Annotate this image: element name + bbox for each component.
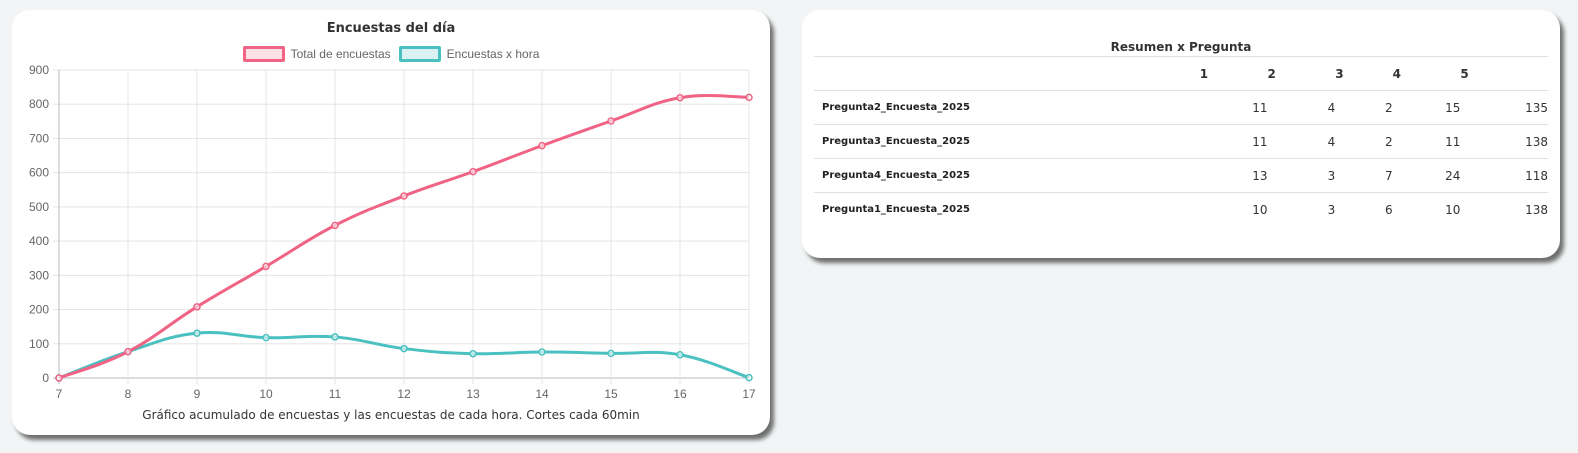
x-tick-label: 16 xyxy=(673,387,687,401)
x-tick-label: 10 xyxy=(259,387,273,401)
x-tick-label: 9 xyxy=(194,387,201,401)
y-tick-label: 0 xyxy=(42,371,49,385)
table-cell: 2 xyxy=(1335,124,1393,159)
data-point-hourly xyxy=(745,373,753,382)
data-point-hourly xyxy=(331,333,339,341)
header-cell: 1 xyxy=(1199,56,1268,91)
data-point-total xyxy=(193,303,201,311)
data-point-total xyxy=(124,347,132,356)
question-name: Pregunta1_Encuesta_2025 xyxy=(814,192,1200,226)
data-point-hourly xyxy=(607,349,615,358)
table-cell: 4 xyxy=(1267,124,1336,159)
data-point-total xyxy=(676,93,684,102)
question-name: Pregunta3_Encuesta_2025 xyxy=(814,124,1200,159)
data-point-hourly xyxy=(193,329,201,337)
data-point-hourly xyxy=(400,344,408,353)
data-point-total xyxy=(538,141,546,150)
summary-title: Resumen x Pregunta xyxy=(1110,40,1252,54)
table-cell: 138 xyxy=(1460,124,1548,159)
data-point-total xyxy=(262,262,270,271)
summary-card: Resumen x Pregunta 1 2 3 4 5 Pregunta2_E… xyxy=(802,10,1560,258)
y-tick-label: 100 xyxy=(29,337,49,351)
data-point-total xyxy=(745,93,753,102)
header-cell xyxy=(814,56,1200,91)
y-tick-label: 600 xyxy=(29,166,49,180)
x-tick-label: 13 xyxy=(466,387,480,401)
table-cell: 11 xyxy=(1199,90,1268,125)
table-cell: 118 xyxy=(1460,158,1548,193)
table-row: Pregunta2_Encuesta_2025 11 4 2 15 135 xyxy=(814,90,1548,125)
y-tick-label: 500 xyxy=(29,200,49,214)
question-name: Pregunta2_Encuesta_2025 xyxy=(814,90,1200,125)
summary-table: 1 2 3 4 5 Pregunta2_Encuesta_2025 11 4 2… xyxy=(814,56,1548,226)
table-cell: 2 xyxy=(1335,90,1393,125)
table-cell: 138 xyxy=(1460,192,1548,226)
y-tick-label: 900 xyxy=(29,63,49,77)
y-tick-label: 700 xyxy=(29,131,49,145)
table-cell: 135 xyxy=(1460,90,1548,125)
data-point-total xyxy=(55,374,63,382)
question-name: Pregunta4_Encuesta_2025 xyxy=(814,158,1200,193)
header-cell: 2 xyxy=(1267,56,1336,91)
data-point-hourly xyxy=(676,350,684,359)
line-chart: 0 100 200 300 400 500 600 700 800 900 7 8 9 10 11 12 13 1… xyxy=(29,63,756,401)
summary-header-row: 1 2 3 4 5 xyxy=(814,56,1548,91)
legend-item-hourly[interactable]: Encuestas x hora xyxy=(398,46,540,62)
table-cell: 11 xyxy=(1392,124,1461,159)
x-tick-label: 12 xyxy=(397,387,411,401)
table-row: Pregunta3_Encuesta_2025 11 4 2 11 138 xyxy=(814,124,1548,159)
y-tick-label: 800 xyxy=(29,97,49,111)
x-tick-label: 15 xyxy=(604,387,618,401)
table-cell: 3 xyxy=(1267,192,1336,226)
legend-item-total[interactable]: Total de encuestas xyxy=(242,46,391,62)
data-point-total xyxy=(400,192,408,200)
chart-caption: Gráfico acumulado de encuestas y las enc… xyxy=(142,408,640,422)
data-point-total xyxy=(469,167,477,176)
x-tick-label: 17 xyxy=(742,387,756,401)
legend-swatch-hourly xyxy=(398,46,441,62)
table-cell: 15 xyxy=(1392,90,1461,125)
header-cell: 5 xyxy=(1460,56,1548,91)
data-point-total xyxy=(607,117,615,125)
data-point-hourly xyxy=(469,349,477,358)
x-tick-label: 11 xyxy=(329,387,342,401)
table-cell: 6 xyxy=(1335,192,1393,226)
chart-card: Encuestas del día Total de encuestas Enc… xyxy=(12,10,770,435)
table-row: Pregunta1_Encuesta_2025 10 3 6 10 138 xyxy=(814,192,1548,226)
table-cell: 7 xyxy=(1335,158,1393,193)
data-point-hourly xyxy=(262,333,270,342)
table-row: Pregunta4_Encuesta_2025 13 3 7 24 118 xyxy=(814,158,1548,193)
table-cell: 10 xyxy=(1199,192,1268,226)
table-cell: 11 xyxy=(1199,124,1268,159)
x-tick-label: 14 xyxy=(535,387,549,401)
legend-label-total: Total de encuestas xyxy=(290,47,391,61)
table-cell: 4 xyxy=(1267,90,1336,125)
table-cell: 24 xyxy=(1392,158,1461,193)
header-cell: 3 xyxy=(1335,56,1393,91)
y-tick-label: 400 xyxy=(29,234,49,248)
data-point-total xyxy=(331,221,339,230)
x-tick-label: 7 xyxy=(56,387,63,401)
data-point-hourly xyxy=(538,348,546,356)
table-cell: 3 xyxy=(1267,158,1336,193)
table-cell: 10 xyxy=(1392,192,1461,226)
legend-swatch-total xyxy=(242,46,285,62)
x-tick-label: 8 xyxy=(125,387,132,401)
y-tick-label: 300 xyxy=(29,268,49,282)
chart-title: Encuestas del día xyxy=(326,21,456,36)
y-tick-label: 200 xyxy=(29,303,49,317)
table-cell: 13 xyxy=(1199,158,1268,193)
chart-legend: Total de encuestas Encuestas x hora xyxy=(12,46,770,62)
header-cell: 4 xyxy=(1392,56,1461,91)
legend-label-hourly: Encuestas x hora xyxy=(446,47,540,61)
